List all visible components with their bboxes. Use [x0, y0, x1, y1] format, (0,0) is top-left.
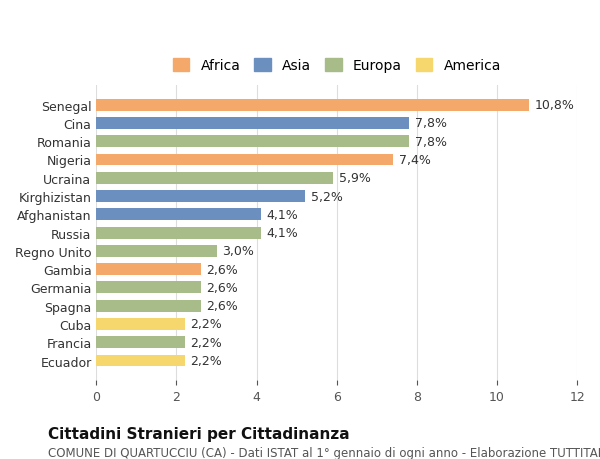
Text: 2,6%: 2,6% [206, 300, 238, 313]
Bar [97, 173, 333, 185]
Text: 2,2%: 2,2% [191, 354, 222, 367]
Bar [97, 246, 217, 257]
Bar [97, 190, 305, 202]
Text: 10,8%: 10,8% [535, 99, 575, 112]
Bar [97, 282, 200, 294]
Bar [97, 355, 185, 367]
Bar [97, 209, 260, 221]
Bar [97, 154, 393, 166]
Text: 2,6%: 2,6% [206, 263, 238, 276]
Legend: Africa, Asia, Europa, America: Africa, Asia, Europa, America [169, 55, 505, 77]
Bar [97, 319, 185, 330]
Bar [97, 263, 200, 275]
Text: 2,2%: 2,2% [191, 318, 222, 331]
Text: COMUNE DI QUARTUCCIU (CA) - Dati ISTAT al 1° gennaio di ogni anno - Elaborazione: COMUNE DI QUARTUCCIU (CA) - Dati ISTAT a… [48, 446, 600, 459]
Text: 7,8%: 7,8% [415, 117, 447, 130]
Text: 7,4%: 7,4% [399, 154, 431, 167]
Bar [97, 300, 200, 312]
Bar [97, 136, 409, 148]
Text: 5,2%: 5,2% [311, 190, 343, 203]
Bar [97, 118, 409, 129]
Text: 5,9%: 5,9% [339, 172, 371, 185]
Bar [97, 336, 185, 348]
Text: 4,1%: 4,1% [266, 227, 298, 240]
Text: 4,1%: 4,1% [266, 208, 298, 221]
Bar [97, 227, 260, 239]
Text: 7,8%: 7,8% [415, 135, 447, 148]
Bar [97, 100, 529, 112]
Text: 2,6%: 2,6% [206, 281, 238, 294]
Text: Cittadini Stranieri per Cittadinanza: Cittadini Stranieri per Cittadinanza [48, 425, 350, 441]
Text: 3,0%: 3,0% [223, 245, 254, 258]
Text: 2,2%: 2,2% [191, 336, 222, 349]
